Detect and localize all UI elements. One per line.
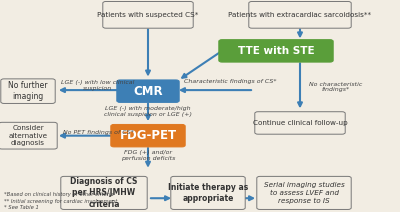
FancyBboxPatch shape bbox=[1, 79, 55, 103]
Text: Patients with extracardiac sarcoidosis**: Patients with extracardiac sarcoidosis** bbox=[228, 12, 372, 18]
Text: FDG-PET: FDG-PET bbox=[120, 129, 176, 142]
Text: Serial imaging studies
to assess LVEF and
response to IS: Serial imaging studies to assess LVEF an… bbox=[264, 182, 344, 204]
Text: No PET findings of CS*: No PET findings of CS* bbox=[62, 130, 134, 135]
Text: LGE (-) with low clinical
suspicion: LGE (-) with low clinical suspicion bbox=[61, 81, 135, 91]
Text: *Based on clinical history or other criteria
** Initial screening for cardiac in: *Based on clinical history or other crit… bbox=[4, 192, 117, 210]
Text: Consider
alternative
diagnosis: Consider alternative diagnosis bbox=[8, 125, 48, 146]
Text: Patients with suspected CS*: Patients with suspected CS* bbox=[97, 12, 199, 18]
FancyBboxPatch shape bbox=[103, 1, 193, 28]
FancyBboxPatch shape bbox=[117, 80, 179, 102]
FancyBboxPatch shape bbox=[249, 1, 351, 28]
FancyBboxPatch shape bbox=[219, 40, 333, 62]
Text: FDG (+) and/or
perfusion deficits: FDG (+) and/or perfusion deficits bbox=[121, 151, 175, 161]
Text: Diagnosis of CS
per HRS/JMHW
criteria: Diagnosis of CS per HRS/JMHW criteria bbox=[70, 177, 138, 209]
Text: LGE (-) with moderate/high
clinical suspicion or LGE (+): LGE (-) with moderate/high clinical susp… bbox=[104, 106, 192, 117]
Text: Initiate therapy as
appropriate: Initiate therapy as appropriate bbox=[168, 183, 248, 203]
FancyBboxPatch shape bbox=[61, 176, 147, 209]
FancyBboxPatch shape bbox=[111, 124, 185, 147]
Text: TTE with STE: TTE with STE bbox=[238, 46, 314, 56]
FancyBboxPatch shape bbox=[0, 122, 57, 149]
Text: Continue clinical follow-up: Continue clinical follow-up bbox=[253, 120, 347, 126]
FancyBboxPatch shape bbox=[255, 112, 345, 134]
Text: No further
imaging: No further imaging bbox=[8, 81, 48, 101]
FancyBboxPatch shape bbox=[257, 176, 351, 209]
Text: No characteristic
findings*: No characteristic findings* bbox=[309, 82, 363, 92]
Text: CMR: CMR bbox=[133, 85, 163, 98]
FancyBboxPatch shape bbox=[171, 176, 245, 209]
Text: Characteristic findings of CS*: Characteristic findings of CS* bbox=[184, 79, 276, 84]
